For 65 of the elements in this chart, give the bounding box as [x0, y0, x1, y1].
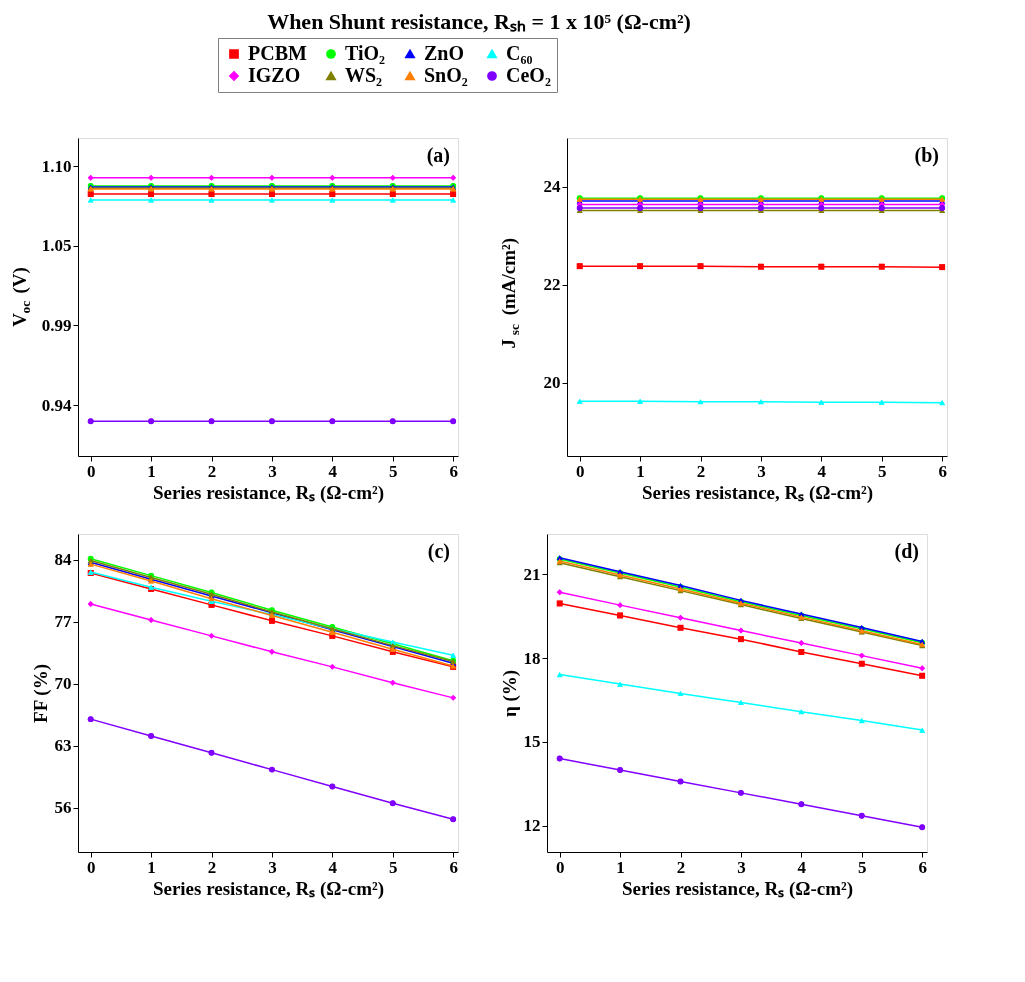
x-tick-label: 2: [207, 857, 217, 877]
x-tick-label: 6: [449, 857, 458, 877]
x-tick-label: 3: [737, 857, 746, 877]
x-tick-label: 4: [328, 857, 338, 877]
y-tick-label: 1.10: [41, 156, 72, 176]
x-axis-title: Series resistance, Rₛ (Ω-cm²): [641, 481, 874, 504]
x-tick-label: 1: [616, 857, 625, 877]
y-tick-label: 84: [54, 550, 72, 570]
y-axis-title: Voc (V): [9, 267, 33, 327]
x-tick-label: 2: [207, 461, 217, 481]
x-tick-label: 3: [757, 461, 766, 481]
x-tick-label: 0: [575, 461, 585, 481]
y-tick-label: 0.94: [41, 395, 72, 415]
annotation: (c): [427, 540, 450, 563]
y-tick-label: 18: [523, 648, 541, 668]
x-tick-label: 4: [797, 857, 807, 877]
x-tick-label: 4: [328, 461, 338, 481]
legend-label: ZnO: [424, 42, 465, 64]
legend-label: WS₂: [345, 64, 383, 86]
chart-title: When Shunt resistance, Rₛₕ = 1 x 10⁵ (Ω-cm²): [267, 8, 691, 34]
x-tick-label: 5: [389, 461, 398, 481]
y-tick-label: 12: [523, 816, 541, 835]
y-tick-label: 1.05: [41, 236, 72, 256]
y-tick-label: 21: [523, 564, 541, 584]
x-tick-label: 2: [696, 461, 706, 481]
x-tick-label: 6: [449, 461, 458, 481]
x-tick-label: 5: [858, 857, 867, 877]
y-tick-label: 0.99: [41, 315, 72, 335]
legend-label: SnO₂: [424, 64, 468, 86]
legend-label: TiO₂: [345, 42, 386, 64]
y-tick-label: 70: [54, 674, 72, 694]
y-axis-title: FF (%): [29, 664, 52, 723]
x-axis-title: Series resistance, Rₛ (Ω-cm²): [152, 877, 385, 900]
x-tick-label: 6: [938, 461, 947, 481]
annotation: (b): [914, 144, 939, 167]
x-tick-label: 5: [878, 461, 887, 481]
y-axis-title: Jsc (mA/cm²): [498, 237, 522, 349]
legend-label: PCBM: [248, 42, 307, 64]
x-tick-label: 5: [389, 857, 398, 877]
x-axis-title: Series resistance, Rₛ (Ω-cm²): [152, 481, 385, 504]
x-tick-label: 0: [555, 857, 565, 877]
legend-label: CeO₂: [506, 64, 551, 86]
legend-label: IGZO: [248, 64, 301, 86]
x-tick-label: 1: [636, 461, 645, 481]
x-tick-label: 0: [86, 857, 96, 877]
x-tick-label: 3: [268, 461, 277, 481]
x-tick-label: 0: [86, 461, 96, 481]
y-axis-title: η (%): [498, 669, 521, 718]
y-tick-label: 15: [523, 732, 541, 752]
x-tick-label: 4: [817, 461, 827, 481]
x-axis-title: Series resistance, Rₛ (Ω-cm²): [621, 877, 854, 900]
y-tick-label: 24: [543, 177, 561, 197]
annotation: (a): [426, 144, 450, 167]
y-tick-label: 56: [54, 798, 72, 818]
y-tick-label: 20: [543, 373, 561, 393]
y-tick-label: 77: [54, 612, 72, 632]
x-tick-label: 1: [147, 857, 156, 877]
x-tick-label: 3: [268, 857, 277, 877]
x-tick-label: 1: [147, 461, 156, 481]
y-tick-label: 63: [54, 736, 72, 756]
x-tick-label: 2: [676, 857, 686, 877]
x-tick-label: 6: [918, 857, 927, 877]
annotation: (d): [894, 540, 919, 563]
y-tick-label: 22: [543, 275, 561, 295]
legend-label: C₆₀: [506, 42, 533, 64]
